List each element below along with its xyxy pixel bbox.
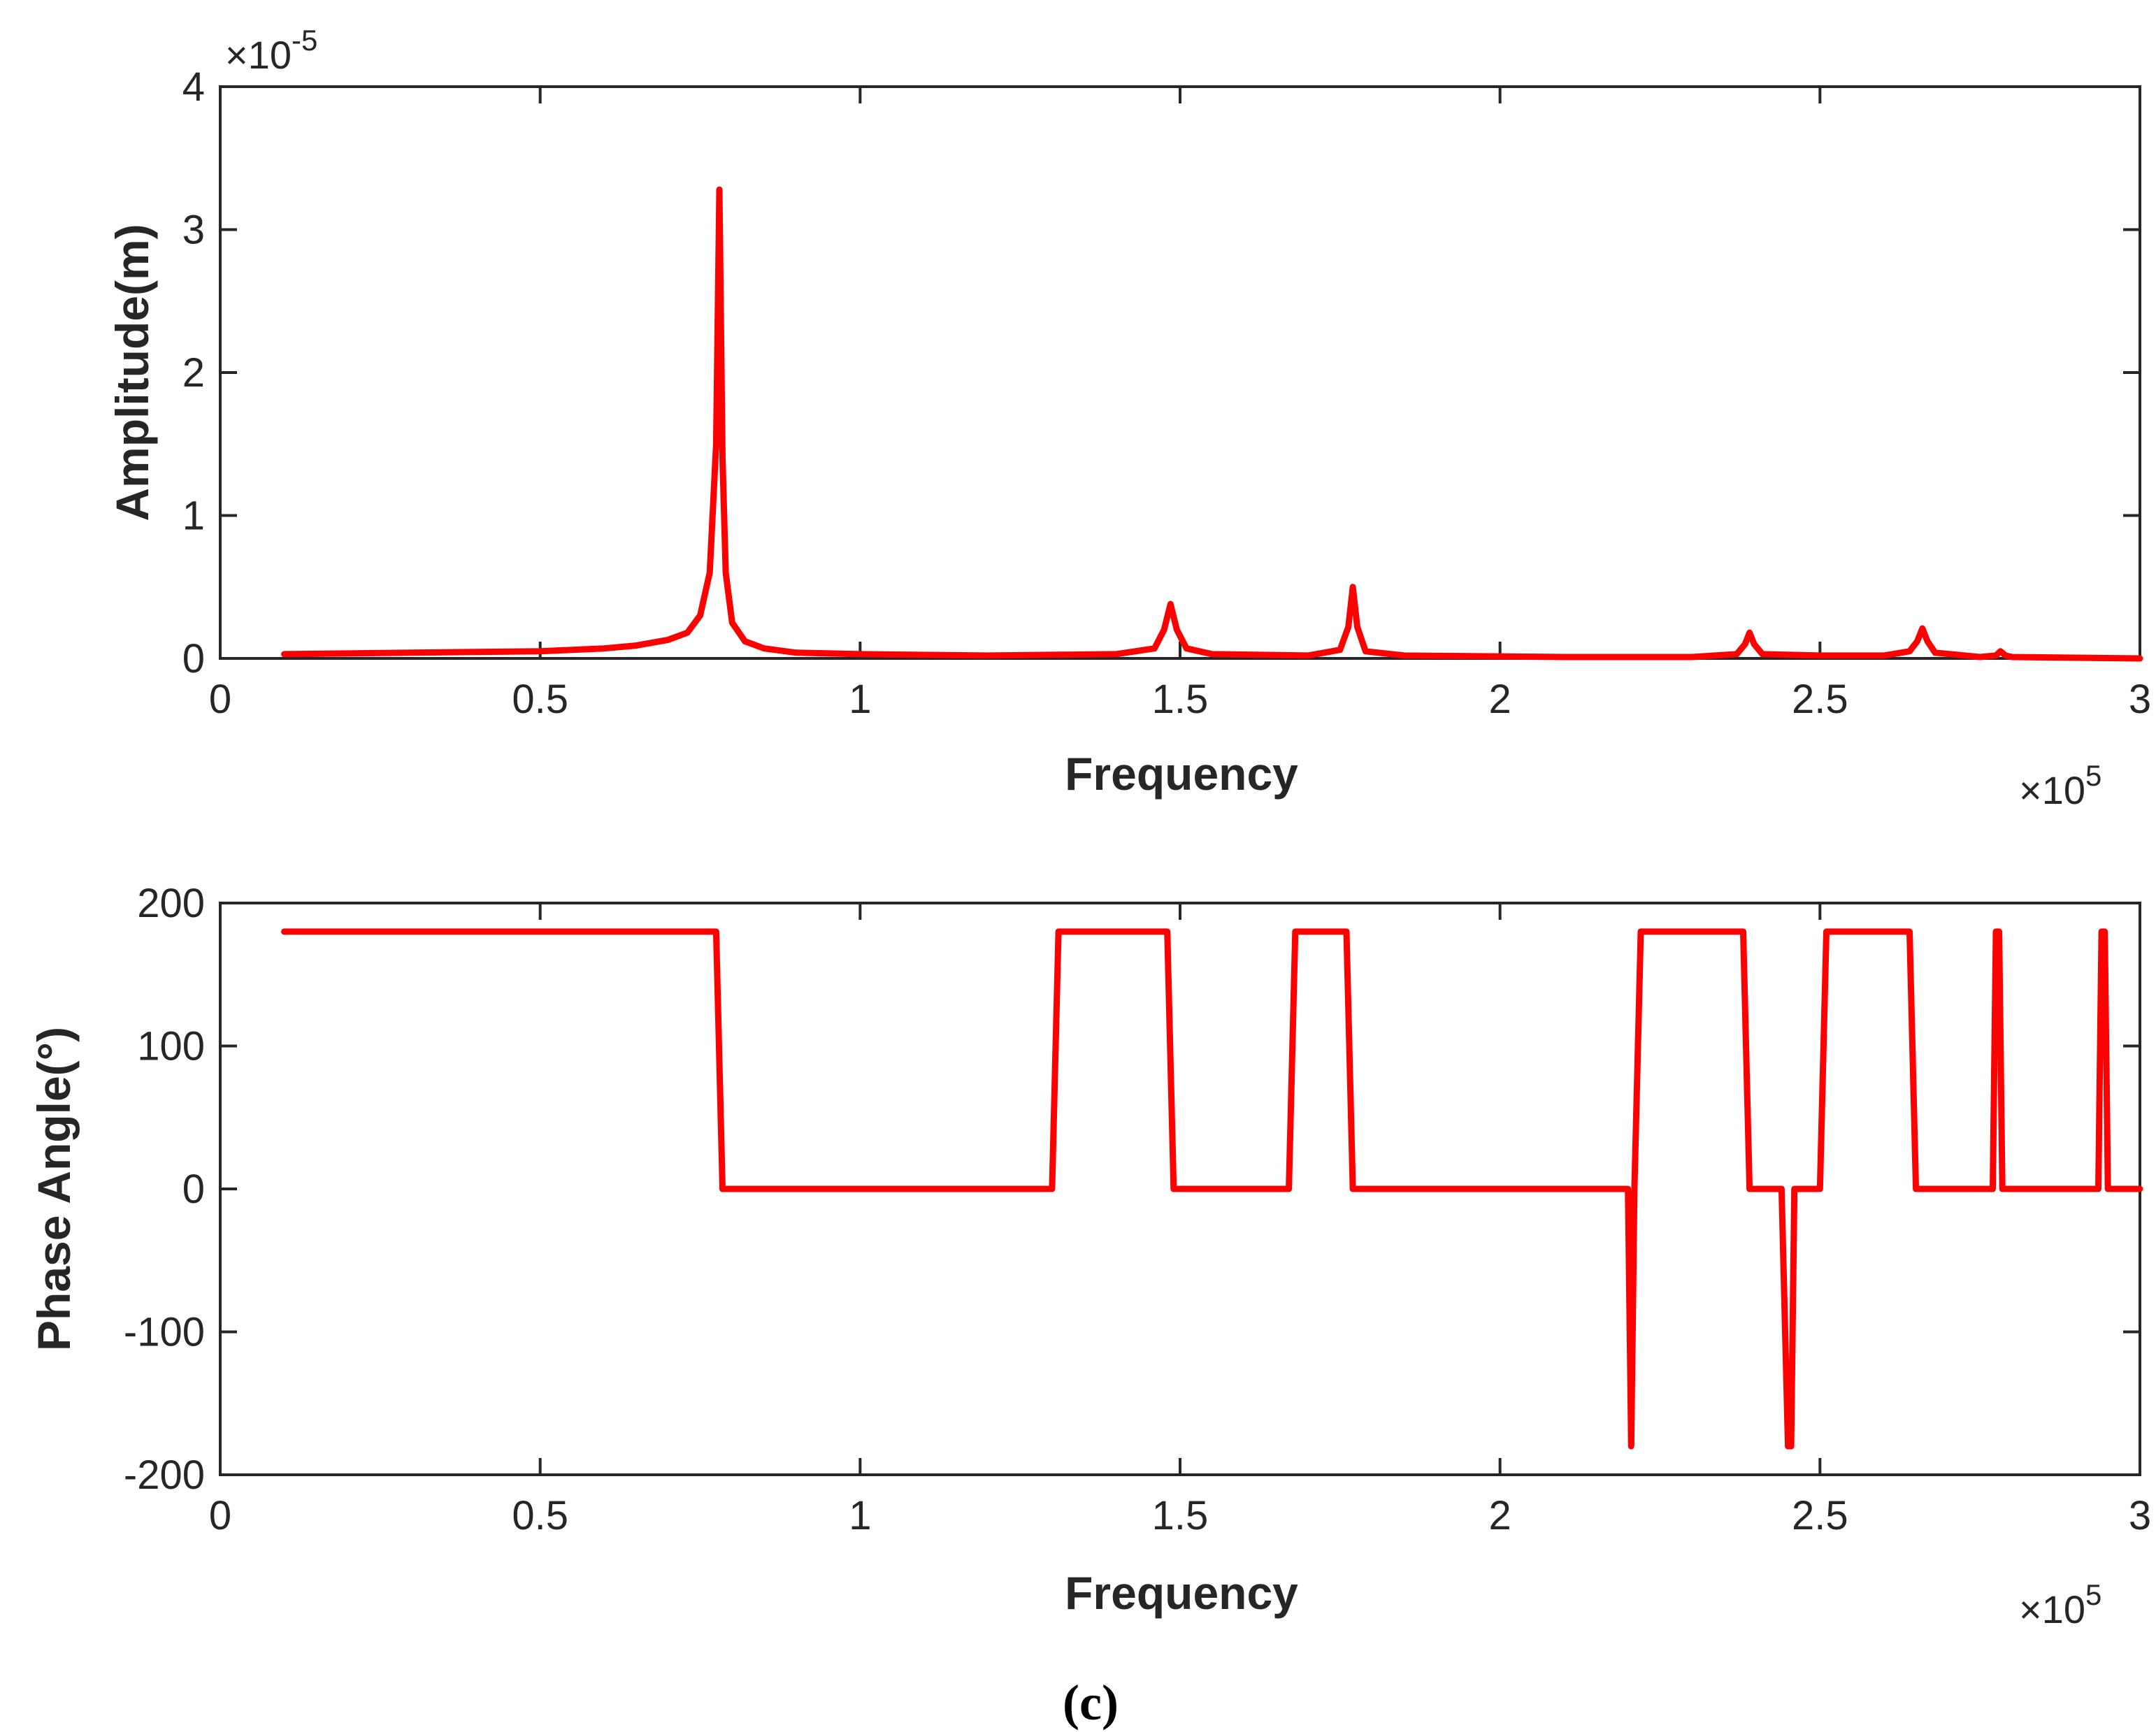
phase-y-axis-label: Phase Angle(°) [28, 1027, 80, 1351]
amplitude-xtick-label: 1.5 [1152, 677, 1209, 722]
amplitude-ticks [219, 85, 2141, 660]
amplitude-ytick-label: 4 [182, 64, 205, 110]
phase-ytick-label: 100 [137, 1024, 205, 1069]
amplitude-ytick-label: 0 [182, 636, 205, 681]
phase-ytick-label: 0 [182, 1167, 205, 1212]
amplitude-y-exponent: ×10-5 [225, 24, 317, 77]
phase-xtick-label: 2.5 [1792, 1493, 1848, 1538]
phase-line [281, 928, 2143, 1450]
phase-xtick-labels: 0 0.5 1 1.5 2 2.5 3 [209, 1493, 2151, 1538]
phase-ytick-label: -200 [124, 1452, 205, 1498]
phase-xtick-label: 3 [2129, 1493, 2151, 1538]
amplitude-x-exponent: ×105 [2019, 759, 2101, 812]
amplitude-panel: 0 0.5 1 1.5 2 2.5 3 0 1 2 3 4 Frequency Amplitude(… [106, 24, 2151, 812]
amplitude-xtick-label: 2 [1489, 677, 1511, 722]
amplitude-xtick-labels: 0 0.5 1 1.5 2 2.5 3 [209, 677, 2151, 722]
phase-ytick-label: 200 [137, 881, 205, 926]
amplitude-ytick-labels: 0 1 2 3 4 [182, 64, 205, 681]
amplitude-y-exponent-power: -5 [292, 24, 317, 57]
amplitude-x-axis-label: Frequency [1065, 748, 1298, 800]
phase-xtick-label: 1 [849, 1493, 871, 1538]
figure-caption: (c) [1063, 1675, 1119, 1731]
phase-ytick-label: -100 [124, 1310, 205, 1355]
amplitude-ytick-label: 3 [182, 208, 205, 253]
phase-xtick-label: 1.5 [1152, 1493, 1209, 1538]
amplitude-x-exponent-power: 5 [2085, 759, 2101, 792]
amplitude-y-axis-label: Amplitude(m) [106, 224, 158, 521]
phase-xtick-label: 0.5 [512, 1493, 568, 1538]
phase-x-exponent-power: 5 [2085, 1578, 2101, 1611]
amplitude-ytick-label: 1 [182, 493, 205, 539]
amplitude-x-exponent-base: ×10 [2019, 768, 2085, 812]
phase-x-exponent-base: ×10 [2019, 1587, 2085, 1631]
phase-ytick-labels: -200 -100 0 100 200 [124, 881, 205, 1498]
amplitude-xtick-label: 3 [2129, 677, 2151, 722]
amplitude-xtick-label: 0 [209, 677, 231, 722]
amplitude-ytick-label: 2 [182, 350, 205, 396]
phase-x-axis-label: Frequency [1065, 1567, 1298, 1619]
amplitude-y-exponent-base: ×10 [225, 33, 292, 77]
phase-xtick-label: 0 [209, 1493, 231, 1538]
amplitude-line [281, 186, 2143, 662]
amplitude-xtick-label: 2.5 [1792, 677, 1848, 722]
phase-xtick-label: 2 [1489, 1493, 1511, 1538]
amplitude-axes-box [219, 85, 2141, 660]
phase-x-exponent: ×105 [2019, 1578, 2101, 1631]
amplitude-xtick-label: 0.5 [512, 677, 568, 722]
amplitude-xtick-label: 1 [849, 677, 871, 722]
